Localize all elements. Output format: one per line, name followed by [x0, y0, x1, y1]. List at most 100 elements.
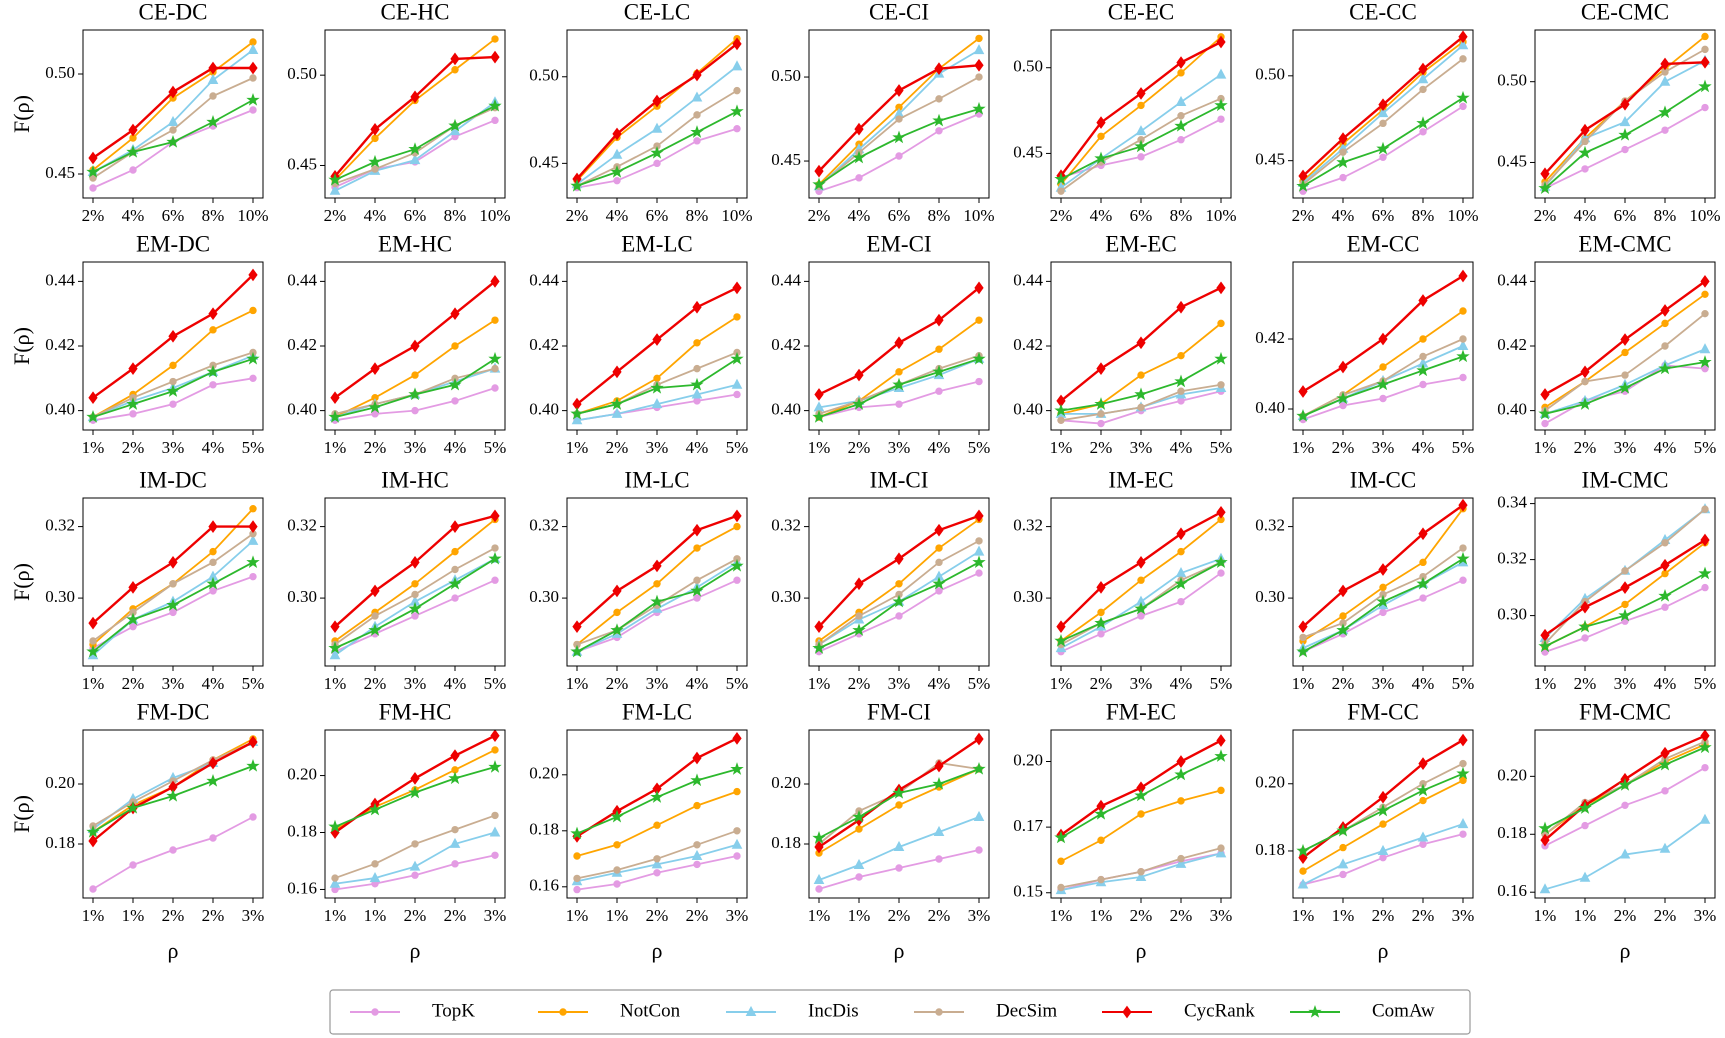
- plot-frame: [324, 261, 506, 431]
- marker: [730, 104, 744, 118]
- marker: [1459, 335, 1467, 343]
- series-line: NotCon: [1060, 36, 1222, 185]
- y-tick-label: 0.45: [1013, 142, 1043, 161]
- y-tick-label: 0.18: [1497, 823, 1527, 842]
- marker: [973, 810, 985, 821]
- x-tick-label: 2%: [82, 206, 105, 225]
- marker: [330, 620, 340, 634]
- subplot-title: CE-EC: [1108, 0, 1174, 24]
- y-axis-label: F(ρ): [9, 95, 34, 133]
- marker: [209, 587, 217, 595]
- marker: [1459, 776, 1467, 785]
- plot-frame: [324, 497, 506, 667]
- marker: [1660, 558, 1670, 572]
- marker: [449, 837, 461, 848]
- marker: [1419, 840, 1427, 848]
- marker: [1700, 533, 1710, 547]
- marker: [1097, 836, 1105, 844]
- marker: [166, 788, 180, 802]
- marker: [1379, 119, 1387, 128]
- y-tick-label: 0.44: [1013, 270, 1043, 289]
- marker: [89, 885, 97, 893]
- marker: [1136, 87, 1146, 100]
- marker: [1658, 361, 1672, 375]
- marker: [1378, 790, 1388, 804]
- marker: [895, 368, 903, 376]
- marker: [935, 544, 943, 552]
- subplot: CE-CC0.450.502% 4% 6% 8% 10%TopKNotConIncDis…: [1255, 0, 1478, 225]
- marker: [1456, 90, 1470, 104]
- marker: [653, 869, 661, 877]
- x-tick-label: 1%: [1292, 438, 1315, 457]
- marker: [975, 316, 983, 324]
- y-tick-label: 0.50: [1013, 57, 1043, 76]
- x-tick-label: 1%: [848, 906, 871, 925]
- marker: [892, 130, 906, 144]
- marker: [1618, 608, 1632, 622]
- x-tick-label: 2%: [1292, 206, 1315, 225]
- x-tick-label: 2%: [1412, 906, 1435, 925]
- marker: [690, 583, 704, 597]
- marker: [1299, 867, 1307, 875]
- subplot: IM-DC0.300.321% 2% 3% 4% 5%F(ρ)TopKNotConInc…: [9, 467, 264, 693]
- y-tick-label: 0.50: [1255, 65, 1285, 84]
- plot-frame: [808, 497, 990, 667]
- marker: [573, 885, 581, 894]
- marker: [1459, 830, 1467, 838]
- y-tick-label: 0.20: [45, 773, 75, 792]
- series-line: NotCon: [92, 41, 254, 171]
- marker: [249, 505, 257, 513]
- y-tick-label: 0.44: [287, 270, 317, 289]
- marker: [1580, 600, 1590, 614]
- marker: [490, 729, 500, 743]
- x-tick-label: 2%: [364, 674, 387, 693]
- x-tick-label: 2%: [1130, 906, 1153, 925]
- marker: [693, 137, 701, 145]
- marker: [1538, 639, 1552, 653]
- marker: [570, 178, 584, 192]
- marker: [975, 537, 983, 545]
- marker: [1177, 397, 1185, 405]
- marker: [1418, 527, 1428, 541]
- marker: [1419, 128, 1427, 136]
- marker: [1217, 115, 1225, 123]
- marker: [1419, 380, 1427, 389]
- marker: [490, 50, 500, 64]
- x-axis-label: ρ: [1620, 938, 1631, 963]
- marker: [613, 880, 621, 888]
- marker: [208, 520, 218, 533]
- marker: [86, 824, 100, 838]
- y-tick-label: 0.45: [45, 163, 75, 182]
- y-tick-label: 0.30: [45, 587, 75, 606]
- marker: [1296, 843, 1310, 857]
- marker: [613, 608, 621, 617]
- marker: [934, 759, 944, 773]
- marker: [1419, 558, 1427, 567]
- marker: [1216, 35, 1226, 49]
- marker: [1418, 62, 1428, 76]
- x-tick-label: 1%: [1050, 674, 1073, 693]
- marker: [972, 351, 986, 365]
- x-tick-label: 10%: [1447, 206, 1478, 225]
- plot-frame: [1534, 29, 1716, 199]
- marker: [1618, 127, 1632, 141]
- marker: [169, 361, 177, 370]
- marker: [328, 172, 342, 186]
- marker: [730, 351, 744, 365]
- marker: [1659, 75, 1671, 86]
- x-tick-label: 10%: [1689, 206, 1720, 225]
- marker: [935, 587, 943, 595]
- y-tick-label: 0.32: [45, 516, 75, 535]
- marker: [329, 649, 341, 660]
- x-tick-label: 3%: [1452, 906, 1475, 925]
- marker: [1376, 803, 1390, 817]
- marker: [1176, 755, 1186, 768]
- legend-label: CycRank: [1184, 1000, 1255, 1021]
- marker: [894, 336, 904, 350]
- marker: [1539, 883, 1551, 894]
- marker: [1097, 419, 1105, 428]
- marker: [650, 380, 664, 394]
- x-tick-label: 1%: [364, 906, 387, 925]
